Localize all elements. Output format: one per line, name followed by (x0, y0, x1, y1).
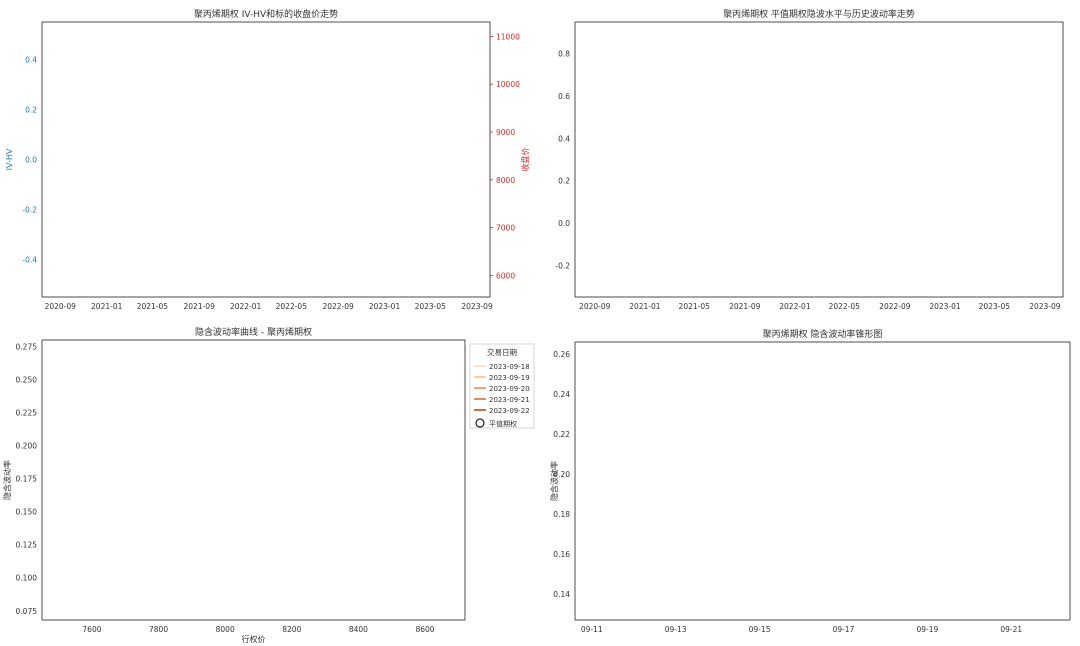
legend: 交易日期 2023-09-18 2023-09-19 2023-09-20 2023-0… (469, 343, 535, 429)
y-tick-label: 0.275 (16, 343, 38, 352)
x-tick-label: 2022-01 (230, 302, 262, 311)
chart-title: 聚丙烯期权 隐含波动率锥形图 (763, 328, 883, 340)
y-tick-label: -0.2 (22, 206, 37, 215)
x-tick-label: 2023-05 (979, 302, 1011, 311)
x-axis-label: 行权价 (242, 634, 266, 644)
x-tick-label: 8000 (216, 625, 235, 634)
y-tick-label: 0.0 (25, 156, 37, 165)
y-tick-label: -0.2 (555, 261, 570, 270)
y-tick-label: 0.20 (553, 470, 570, 479)
y2-tick-label: 11000 (496, 32, 520, 41)
y-tick-label: 0.225 (16, 409, 38, 418)
legend-label: 2023-09-20 (489, 385, 530, 393)
y-tick-label: 0.200 (16, 442, 38, 451)
x-tick-label: 2021-09 (184, 302, 216, 311)
y-tick-label: 0.075 (16, 607, 38, 616)
y-tick-label: 0.0 (558, 219, 570, 228)
x-tick-label: 2022-09 (879, 302, 911, 311)
y-tick-label: 0.175 (16, 475, 38, 484)
y-axis-label: 隐含波动率 (2, 460, 12, 500)
x-tick-label: 7800 (149, 625, 168, 634)
y-tick-label: 0.8 (558, 50, 570, 59)
y-axis-label: 隐含波动率 (549, 461, 559, 501)
y-tick-label: 0.14 (553, 590, 570, 599)
plot-frame (574, 21, 1064, 298)
plot-frame (574, 341, 1071, 621)
y2-tick-label: 10000 (496, 80, 520, 89)
x-tick-label: 2022-05 (829, 302, 861, 311)
y-tick-label: 0.16 (553, 550, 570, 559)
x-tick-label: 7600 (82, 625, 101, 634)
x-tick-label: 2021-05 (679, 302, 711, 311)
y-tick-label: 0.2 (25, 106, 37, 115)
x-tick-label: 2021-01 (91, 302, 123, 311)
y-tick-label: 0.125 (16, 541, 38, 550)
legend-box (469, 343, 535, 429)
y-tick-label: 0.150 (16, 508, 38, 517)
x-tick-label: 09-13 (665, 625, 687, 634)
x-tick-label: 2021-01 (629, 302, 661, 311)
x-tick-label: 2023-09 (1029, 302, 1061, 311)
x-tick-label: 2021-09 (729, 302, 761, 311)
y-tick-label: 0.6 (558, 92, 570, 101)
x-tick-label: 09-17 (833, 625, 855, 634)
x-tick-label: 09-19 (916, 625, 938, 634)
y-tick-label: 0.4 (558, 134, 570, 143)
y-tick-label: 0.2 (558, 177, 570, 186)
x-tick-label: 2022-01 (779, 302, 811, 311)
chart-title: 隐含波动率曲线 - 聚丙烯期权 (195, 326, 312, 338)
x-tick-label: 2023-05 (415, 302, 447, 311)
x-tick-label: 8200 (282, 625, 301, 634)
x-tick-label: 2023-09 (461, 302, 493, 311)
legend-label: 2023-09-19 (489, 374, 530, 382)
legend-label: 2023-09-21 (489, 396, 530, 404)
y-tick-label: 0.24 (553, 390, 570, 399)
y-tick-label: 0.4 (25, 56, 37, 65)
y2-tick-label: 7000 (496, 224, 515, 233)
y-tick-label: 0.100 (16, 574, 38, 583)
x-tick-label: 2023-01 (369, 302, 401, 311)
y-tick-label: -0.4 (22, 256, 37, 265)
chart-title: 聚丙烯期权 平值期权隐波水平与历史波动率走势 (723, 8, 915, 20)
y-tick-label: 0.22 (553, 430, 570, 439)
y2-tick-label: 8000 (496, 176, 515, 185)
x-tick-label: 2021-05 (137, 302, 169, 311)
y-tick-label: 0.26 (553, 350, 570, 359)
chart-title: 聚丙烯期权 IV-HV和标的收盘价走势 (194, 8, 338, 20)
y2-axis-label: 收盘价 (520, 148, 530, 172)
x-tick-label: 2022-05 (276, 302, 308, 311)
y-tick-label: 0.250 (16, 376, 38, 385)
legend-atm-marker (475, 418, 485, 428)
legend-label: 平值期权 (489, 419, 517, 428)
x-tick-label: 2023-01 (929, 302, 961, 311)
y2-tick-label: 9000 (496, 128, 515, 137)
x-tick-label: 2020-09 (45, 302, 77, 311)
x-tick-label: 8400 (349, 625, 368, 634)
legend-label: 2023-09-22 (489, 407, 530, 415)
x-tick-label: 09-15 (749, 625, 771, 634)
x-tick-label: 09-11 (581, 625, 603, 634)
x-tick-label: 8600 (415, 625, 434, 634)
plot-frame (41, 21, 491, 298)
x-tick-label: 09-21 (1000, 625, 1022, 634)
y-tick-label: 0.18 (553, 510, 570, 519)
x-tick-label: 2022-09 (322, 302, 354, 311)
legend-label: 2023-09-18 (489, 363, 530, 371)
y2-tick-label: 6000 (496, 271, 515, 280)
legend-title: 交易日期 (487, 347, 517, 357)
y-axis-label: IV-HV (5, 148, 14, 170)
plot-frame (41, 339, 466, 621)
x-tick-label: 2020-09 (579, 302, 611, 311)
